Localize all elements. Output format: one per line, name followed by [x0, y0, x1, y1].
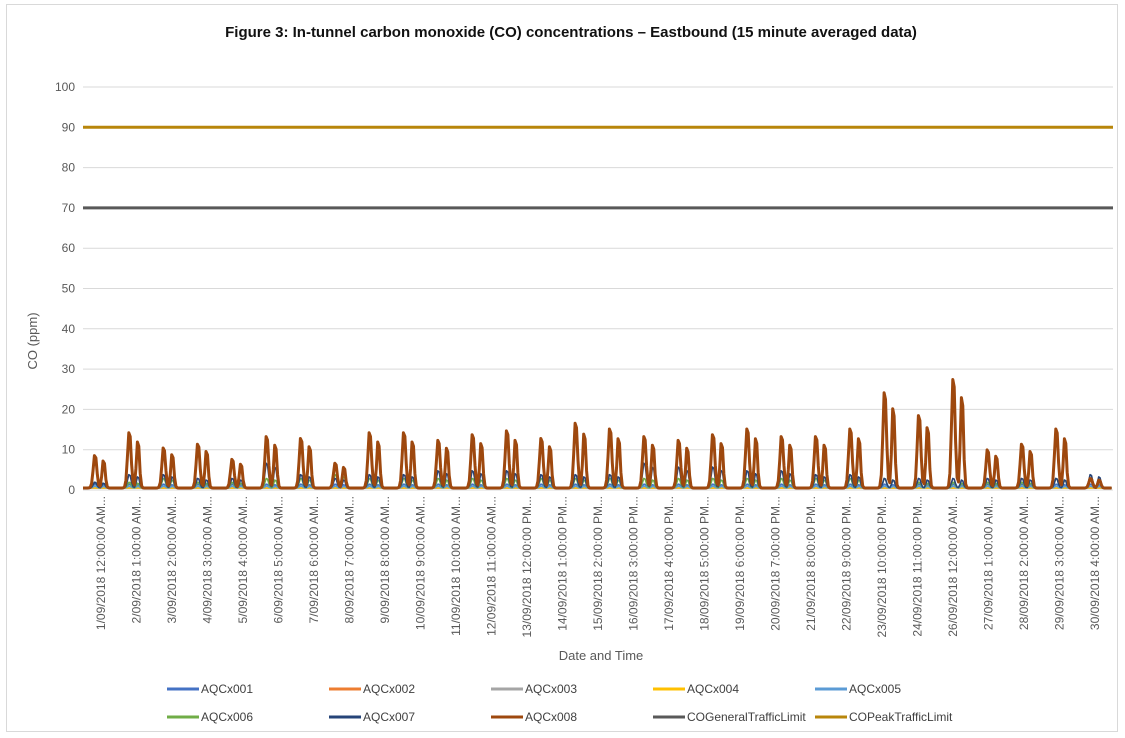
- x-tick-label: 16/09/2018 3:00:00 PM...: [627, 496, 641, 631]
- x-axis-label: Date and Time: [559, 648, 644, 663]
- legend-label: AQCx007: [363, 710, 415, 724]
- x-tick-label: 21/09/2018 8:00:00 PM...: [804, 496, 818, 631]
- y-tick-labels: 0 10 20 30 40 50 60 70 80 90 100: [55, 80, 75, 497]
- x-tick-label: 20/09/2018 7:00:00 PM...: [769, 496, 783, 631]
- legend-label: COGeneralTrafficLimit: [687, 710, 806, 724]
- x-tick-label: 18/09/2018 5:00:00 PM...: [698, 496, 712, 631]
- x-tick-label: 13/09/2018 12:00:00 PM...: [520, 496, 534, 637]
- series-line-aqcx008: [82, 378, 1112, 490]
- x-tick-label: 30/09/2018 4:00:00 AM...: [1088, 496, 1102, 630]
- legend-label: AQCx004: [687, 682, 739, 696]
- legend-label: AQCx008: [525, 710, 577, 724]
- x-tick-label: 14/09/2018 1:00:00 PM...: [555, 496, 569, 631]
- x-tick-label: 27/09/2018 1:00:00 AM...: [982, 496, 996, 630]
- legend-label: COPeakTrafficLimit: [849, 710, 953, 724]
- x-tick-label: 12/09/2018 11:00:00 AM...: [484, 496, 498, 636]
- x-tick-label: 1/09/2018 12:00:00 AM...: [94, 496, 108, 630]
- y-tick-30: 30: [62, 362, 76, 376]
- x-tick-label: 15/09/2018 2:00:00 PM...: [591, 496, 605, 631]
- y-tick-80: 80: [62, 161, 76, 175]
- x-tick-label: 28/09/2018 2:00:00 AM...: [1017, 496, 1031, 630]
- legend-label: AQCx006: [201, 710, 253, 724]
- x-tick-label: 4/09/2018 3:00:00 AM...: [200, 496, 214, 623]
- y-tick-40: 40: [62, 322, 76, 336]
- x-tick-label: 22/09/2018 9:00:00 PM...: [840, 496, 854, 631]
- y-tick-70: 70: [62, 201, 76, 215]
- y-axis-label: CO (ppm): [25, 312, 40, 369]
- grid-lines: [83, 86, 1113, 491]
- legend: AQCx001 AQCx002 AQCx003 AQCx004 AQCx005 AQCx0…: [167, 682, 953, 724]
- x-tick-label: 5/09/2018 4:00:00 AM...: [236, 496, 250, 623]
- x-tick-label: 17/09/2018 4:00:00 PM...: [662, 496, 676, 631]
- x-tick-label: 19/09/2018 6:00:00 PM...: [733, 496, 747, 631]
- y-tick-90: 90: [62, 120, 76, 134]
- x-tick-label: 6/09/2018 5:00:00 AM...: [271, 496, 285, 623]
- x-tick-label: 23/09/2018 10:00:00 PM...: [875, 496, 889, 637]
- x-tick-label: 3/09/2018 2:00:00 AM...: [165, 496, 179, 623]
- x-tick-labels: 1/09/2018 12:00:00 AM... 2/09/2018 1:00:0…: [94, 496, 1102, 637]
- x-tick-label: 10/09/2018 9:00:00 AM...: [413, 496, 427, 630]
- legend-label: AQCx001: [201, 682, 253, 696]
- x-tick-label: 24/09/2018 11:00:00 PM...: [911, 496, 925, 637]
- co-concentration-chart: Figure 3: In-tunnel carbon monoxide (CO)…: [25, 24, 1113, 724]
- y-tick-60: 60: [62, 241, 76, 255]
- data-series: [82, 125, 1113, 490]
- x-tick-label: 26/09/2018 12:00:00 AM...: [946, 496, 960, 637]
- y-tick-50: 50: [62, 282, 76, 296]
- x-tick-label: 2/09/2018 1:00:00 AM...: [129, 496, 143, 623]
- y-tick-10: 10: [62, 443, 76, 457]
- x-tick-label: 9/09/2018 8:00:00 AM...: [378, 496, 392, 623]
- x-tick-label: 8/09/2018 7:00:00 AM...: [342, 496, 356, 623]
- chart-frame: Figure 3: In-tunnel carbon monoxide (CO)…: [6, 4, 1118, 732]
- y-tick-100: 100: [55, 80, 75, 94]
- legend-label: AQCx005: [849, 682, 901, 696]
- x-tick-label: 7/09/2018 6:00:00 AM...: [307, 496, 321, 623]
- x-tick-label: 11/09/2018 10:00:00 AM...: [449, 496, 463, 636]
- y-tick-0: 0: [68, 483, 75, 497]
- legend-label: AQCx002: [363, 682, 415, 696]
- y-tick-20: 20: [62, 402, 76, 416]
- legend-label: AQCx003: [525, 682, 577, 696]
- chart-title: Figure 3: In-tunnel carbon monoxide (CO)…: [225, 24, 917, 41]
- x-tick-label: 29/09/2018 3:00:00 AM...: [1053, 496, 1067, 630]
